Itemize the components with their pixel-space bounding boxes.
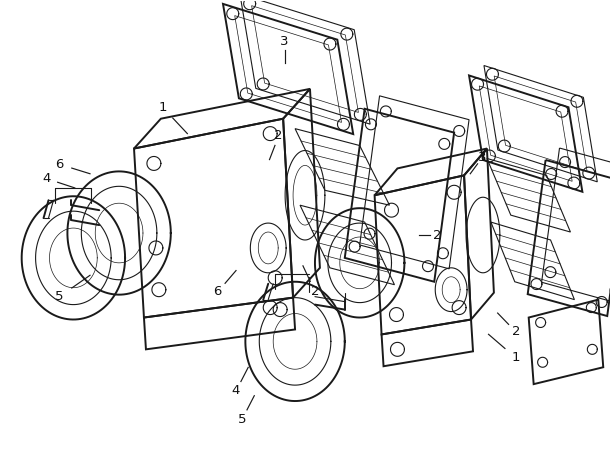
Text: 4: 4 [42,172,50,185]
Text: 2: 2 [433,228,441,242]
Text: 2: 2 [512,325,520,339]
Text: 4: 4 [232,384,241,398]
Text: 6: 6 [56,158,64,171]
Text: 1: 1 [159,101,167,114]
Text: 5: 5 [238,413,247,426]
Text: 5: 5 [55,290,64,303]
Text: 3: 3 [478,151,487,164]
Text: 2: 2 [274,130,283,142]
Text: 3: 3 [280,35,289,48]
Text: 6: 6 [214,285,222,298]
Text: 1: 1 [512,352,520,364]
Text: 2: 2 [311,285,319,298]
